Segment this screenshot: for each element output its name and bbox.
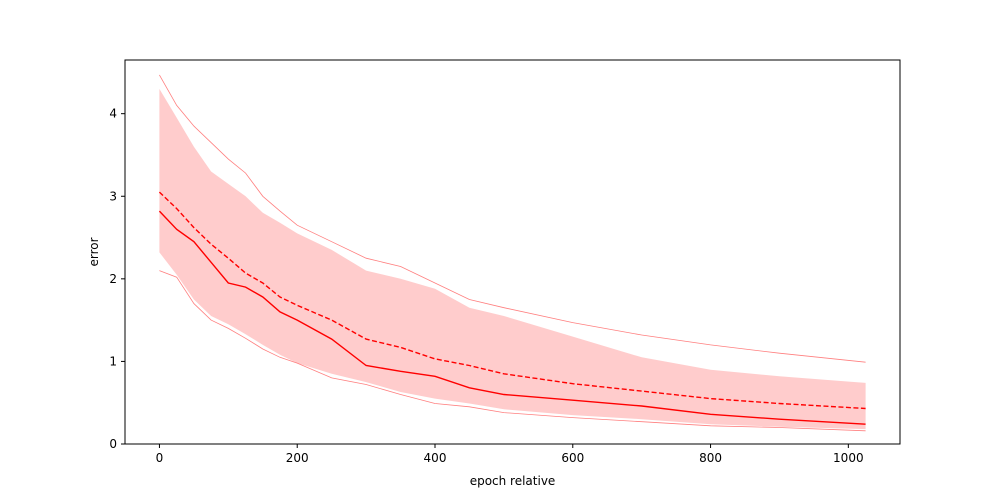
x-tick-label: 800	[699, 451, 722, 465]
y-tick-label: 1	[109, 354, 117, 368]
tick-layer: 0 200 400 600 800 1000 0 1 2 3 4	[109, 107, 863, 465]
x-tick-label: 0	[156, 451, 164, 465]
band-layer	[159, 88, 866, 430]
x-axis-label: epoch relative	[470, 474, 556, 488]
y-tick-label: 0	[109, 437, 117, 451]
series-line-upper-envelope	[159, 74, 866, 363]
y-tick-label: 4	[109, 107, 117, 121]
series-layer	[158, 74, 866, 432]
y-tick-label: 2	[109, 272, 117, 286]
x-tick-label: 1000	[833, 451, 864, 465]
series-line-mean	[158, 191, 866, 410]
x-tick-label: 400	[424, 451, 447, 465]
series-line-lower-envelope	[159, 270, 866, 432]
band-area	[159, 88, 866, 430]
series-line-median	[158, 210, 866, 425]
plot-frame	[124, 59, 901, 445]
y-axis-label: error	[87, 237, 101, 266]
y-tick-label: 3	[109, 189, 117, 203]
x-tick-label: 600	[561, 451, 584, 465]
x-tick-label: 200	[286, 451, 309, 465]
